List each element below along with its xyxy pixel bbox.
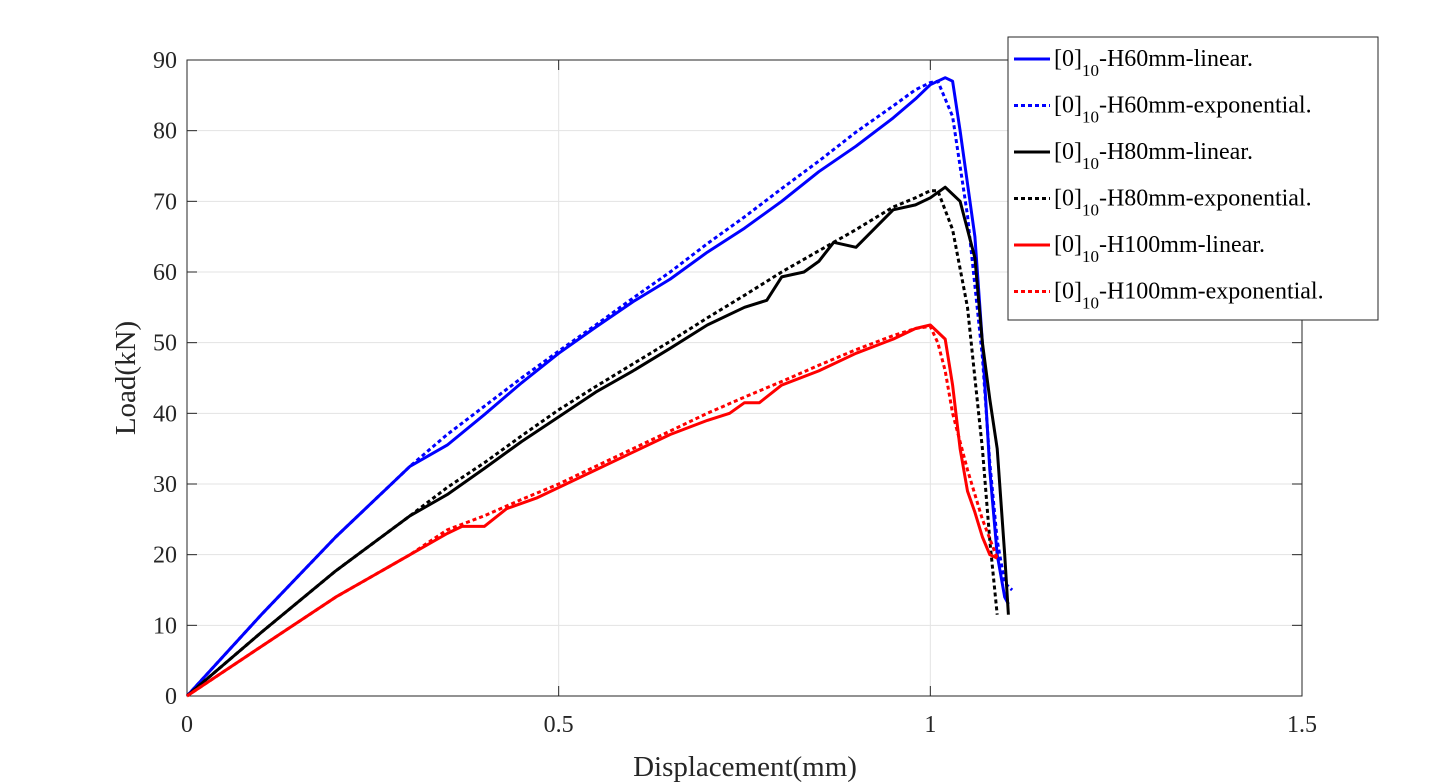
y-tick-label: 30 [153, 472, 177, 498]
legend-entry-3: [0]10-H80mm-linear. [1054, 139, 1253, 173]
x-tick-label: 0 [181, 712, 193, 738]
series-line-6 [186, 324, 999, 698]
legend-entry-1: [0]10-H60mm-linear. [1054, 46, 1253, 80]
y-axis-ticks: 0 10 20 30 40 50 60 70 80 90 [153, 48, 1302, 710]
series-line-3 [186, 185, 1010, 698]
x-tick-label: 1.5 [1287, 712, 1317, 738]
y-tick-label: 10 [153, 613, 177, 639]
legend: [0]10-H60mm-linear. [0]10-H60mm-exponenti… [1007, 36, 1379, 321]
series-line-4 [186, 189, 999, 698]
legend-entry-4: [0]10-H80mm-exponential. [1054, 186, 1312, 220]
data-series [185, 76, 1014, 698]
series-line-2 [185, 79, 1014, 698]
y-axis-label: Load(kN) [110, 321, 142, 435]
legend-entry-5: [0]10-H100mm-linear. [1054, 232, 1265, 266]
y-tick-label: 80 [153, 119, 177, 145]
x-tick-label: 0.5 [544, 712, 574, 738]
legend-entry-2: [0]10-H60mm-exponential. [1054, 93, 1312, 127]
y-tick-label: 70 [153, 189, 177, 215]
x-axis-label: Displacement(mm) [633, 751, 857, 782]
y-tick-label: 20 [153, 543, 177, 569]
x-axis-ticks: 0 0.5 1 1.5 [181, 60, 1317, 738]
y-tick-label: 0 [165, 684, 177, 710]
x-tick-label: 1 [924, 712, 936, 738]
legend-entry-6: [0]10-H100mm-exponential. [1054, 279, 1324, 313]
plot-area-frame [186, 59, 1303, 697]
y-tick-label: 40 [153, 401, 177, 427]
y-tick-label: 60 [153, 260, 177, 286]
legend-box [1007, 36, 1379, 321]
y-tick-label: 50 [153, 331, 177, 357]
series-line-5 [186, 323, 998, 698]
y-tick-label: 90 [153, 48, 177, 74]
